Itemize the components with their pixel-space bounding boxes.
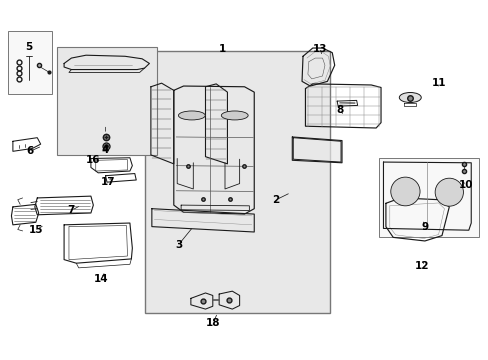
Bar [144, 51, 329, 313]
Text: 1: 1 [219, 44, 226, 54]
Ellipse shape [434, 178, 463, 206]
Text: 9: 9 [421, 222, 427, 231]
Ellipse shape [390, 177, 419, 206]
Text: 6: 6 [26, 146, 34, 156]
Text: 15: 15 [28, 225, 43, 235]
Text: 2: 2 [272, 195, 279, 205]
Ellipse shape [178, 111, 205, 120]
Text: 7: 7 [67, 206, 75, 216]
Text: 16: 16 [86, 155, 101, 165]
Text: 12: 12 [414, 261, 429, 271]
Bar [8, 31, 52, 94]
Ellipse shape [399, 93, 420, 103]
Text: 3: 3 [175, 239, 182, 249]
Text: 13: 13 [312, 44, 326, 54]
Text: 8: 8 [335, 105, 343, 115]
Ellipse shape [221, 111, 247, 120]
Text: 10: 10 [458, 180, 473, 190]
Text: 11: 11 [431, 78, 446, 88]
Text: 17: 17 [101, 177, 115, 187]
Text: 4: 4 [102, 144, 109, 154]
Polygon shape [293, 138, 340, 162]
Text: 18: 18 [205, 319, 220, 328]
Text: 14: 14 [93, 274, 108, 284]
Bar [378, 158, 478, 237]
Text: 5: 5 [25, 42, 32, 52]
Bar [57, 47, 157, 155]
